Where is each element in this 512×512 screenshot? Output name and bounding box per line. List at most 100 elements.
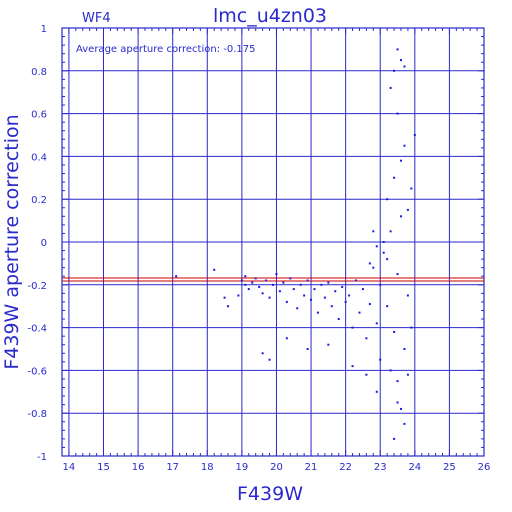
data-point	[396, 112, 399, 115]
average-annotation: Average aperture correction: -0.175	[76, 44, 256, 55]
data-point	[341, 285, 344, 288]
data-point	[396, 48, 399, 51]
y-tick-label: -1	[37, 452, 47, 463]
x-tick-label: 22	[339, 462, 352, 473]
data-point	[268, 296, 271, 299]
data-point	[406, 373, 409, 376]
data-point	[240, 279, 243, 282]
data-point	[399, 215, 402, 218]
data-point	[393, 330, 396, 333]
data-point	[223, 296, 226, 299]
data-point	[399, 407, 402, 410]
data-point	[382, 251, 385, 254]
data-point	[406, 208, 409, 211]
data-point	[368, 262, 371, 265]
x-tick-labels: 14 15 16 17 18 19 20 21 22 23 24 25 26	[63, 462, 491, 473]
data-point	[389, 86, 392, 89]
data-point	[403, 144, 406, 147]
data-point	[393, 176, 396, 179]
data-point	[272, 283, 274, 286]
data-point	[413, 134, 416, 136]
y-tick-label: 0.8	[31, 67, 47, 78]
data-point	[306, 279, 309, 282]
data-point	[261, 292, 264, 295]
data-point	[265, 279, 268, 282]
data-point	[292, 288, 295, 291]
data-point	[358, 311, 361, 314]
data-point	[334, 290, 337, 293]
data-point	[365, 337, 368, 340]
data-point	[310, 298, 313, 301]
y-tick-label: 0.4	[31, 152, 47, 163]
data-point	[396, 401, 399, 404]
data-point	[282, 281, 285, 284]
data-point	[351, 365, 354, 368]
data-point	[406, 294, 409, 297]
data-point	[403, 348, 406, 350]
y-tick-label: 0.6	[31, 110, 47, 121]
data-point	[227, 305, 230, 308]
data-point	[289, 277, 292, 280]
data-point	[275, 273, 278, 276]
data-point	[389, 369, 392, 372]
data-point	[399, 159, 402, 162]
data-point	[323, 296, 326, 299]
x-tick-label: 20	[270, 462, 283, 473]
data-point	[213, 268, 216, 271]
data-point	[244, 275, 247, 278]
x-tick-label: 14	[63, 462, 76, 473]
data-point	[316, 311, 319, 314]
x-tick-label: 24	[408, 462, 421, 473]
data-point	[344, 300, 347, 303]
x-tick-label: 17	[166, 462, 179, 473]
data-point	[285, 337, 288, 340]
x-tick-label: 25	[443, 462, 456, 473]
data-point	[382, 241, 385, 243]
y-tick-label: -0.8	[27, 409, 47, 420]
data-point	[386, 258, 389, 261]
data-point	[403, 65, 406, 68]
data-point	[396, 380, 399, 383]
data-point	[327, 343, 330, 346]
data-point	[320, 283, 323, 286]
data-point	[285, 300, 288, 303]
data-point	[299, 283, 302, 286]
data-point	[258, 285, 261, 288]
data-point	[278, 290, 281, 293]
y-tick-labels: -1 -0.8 -0.6 -0.4 -0.2 0 0.2 0.4 0.6 0.8 1	[27, 24, 47, 463]
y-tick-label: 0	[41, 238, 47, 249]
chart-title: lmc_u4zn03	[213, 5, 327, 27]
x-tick-label: 23	[374, 462, 387, 473]
data-point	[303, 294, 306, 297]
data-point	[379, 358, 382, 361]
data-point	[296, 307, 299, 310]
data-point	[348, 294, 351, 297]
x-tick-label: 16	[132, 462, 145, 473]
data-point	[261, 352, 264, 355]
data-point	[355, 279, 358, 282]
data-point	[268, 358, 271, 361]
data-point	[361, 288, 364, 291]
data-point	[389, 230, 392, 233]
data-point	[372, 266, 375, 269]
data-point	[399, 59, 402, 62]
data-point	[365, 373, 368, 376]
data-point	[375, 245, 378, 248]
data-point	[410, 326, 413, 329]
plot-frame	[61, 27, 485, 457]
data-point	[254, 277, 257, 280]
data-point	[368, 303, 371, 306]
data-point	[244, 283, 247, 286]
data-point	[337, 318, 340, 321]
data-point	[386, 198, 389, 201]
y-tick-label: -0.2	[27, 281, 47, 292]
y-tick-label: 1	[41, 24, 47, 35]
data-point	[327, 281, 330, 284]
y-tick-label: -0.6	[27, 366, 47, 377]
x-axis-label: F439W	[237, 483, 303, 505]
data-point	[375, 390, 378, 393]
data-point	[393, 437, 396, 440]
x-tick-label: 26	[478, 462, 491, 473]
data-point	[393, 69, 396, 72]
